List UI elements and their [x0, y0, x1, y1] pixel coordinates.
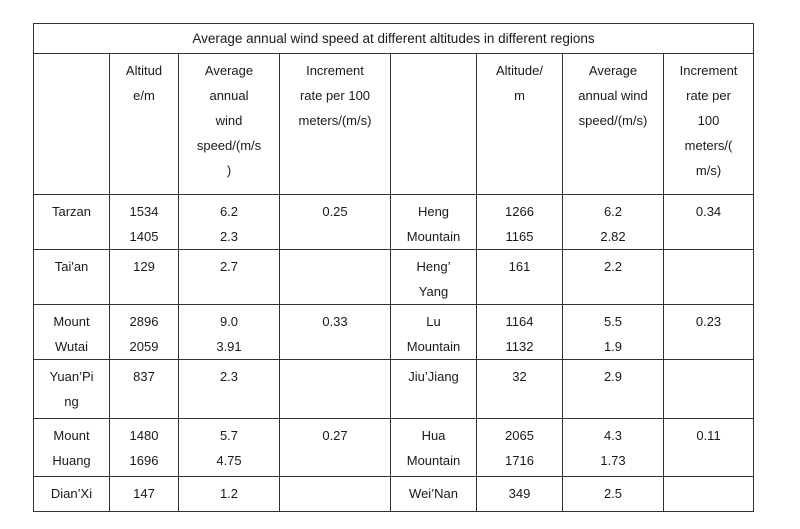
header-speed-left: Average annual wind speed/(m/s ) — [178, 53, 280, 195]
header-region-left — [33, 53, 110, 195]
table-row: Yuan’Pi ng 837 2.3 Jiu’Jiang 32 2.9 — [33, 359, 755, 419]
region-cell: Hua Mountain — [390, 418, 477, 477]
table-row: Tai'an 129 2.7 Heng’ Yang 161 2.2 — [33, 249, 755, 305]
speed-cell: 2.2 — [562, 249, 664, 305]
region-cell: Heng Mountain — [390, 194, 477, 250]
rate-cell — [662, 476, 755, 512]
header-rate-right: Increment rate per 100 meters/( m/s) — [662, 53, 755, 195]
region-cell: Lu Mountain — [390, 304, 477, 360]
table-row: Mount Huang 1480 1696 5.7 4.75 0.27 Hua Moun… — [33, 418, 755, 477]
table-title: Average annual wind speed at different a… — [32, 23, 755, 54]
region-cell: Wei’Nan — [390, 476, 477, 512]
header-row: Altitud e/m Average annual wind speed/(m… — [33, 53, 755, 195]
speed-cell: 9.0 3.91 — [178, 304, 280, 360]
wind-speed-table: Average annual wind speed at different a… — [32, 23, 755, 512]
speed-cell: 6.2 2.3 — [178, 194, 280, 250]
altitude-cell: 1480 1696 — [109, 418, 179, 477]
rate-cell: 0.11 — [662, 418, 755, 477]
altitude-cell: 161 — [476, 249, 563, 305]
altitude-cell: 837 — [109, 359, 179, 419]
table-row: Dian’Xi 147 1.2 Wei’Nan 349 2.5 — [33, 476, 755, 512]
speed-cell: 2.3 — [178, 359, 280, 419]
speed-cell: 2.9 — [562, 359, 664, 419]
speed-cell: 5.5 1.9 — [562, 304, 664, 360]
altitude-cell: 1164 1132 — [476, 304, 563, 360]
rate-cell: 0.34 — [662, 194, 755, 250]
speed-cell: 2.7 — [178, 249, 280, 305]
altitude-cell: 349 — [476, 476, 563, 512]
header-altitude-right: Altitude/ m — [476, 53, 563, 195]
rate-cell: 0.25 — [279, 194, 391, 250]
altitude-cell: 2896 2059 — [109, 304, 179, 360]
header-altitude-left: Altitud e/m — [109, 53, 179, 195]
header-region-right — [390, 53, 477, 195]
region-cell: Mount Huang — [33, 418, 110, 477]
table-row: Tarzan 1534 1405 6.2 2.3 0.25 Heng Mountain… — [33, 194, 755, 250]
rate-cell — [662, 359, 755, 419]
speed-cell: 6.2 2.82 — [562, 194, 664, 250]
altitude-cell: 129 — [109, 249, 179, 305]
rate-cell — [279, 249, 391, 305]
region-cell: Mount Wutai — [33, 304, 110, 360]
rate-cell — [279, 476, 391, 512]
region-cell: Jiu’Jiang — [390, 359, 477, 419]
altitude-cell: 1266 1165 — [476, 194, 563, 250]
rate-cell: 0.23 — [662, 304, 755, 360]
rate-cell: 0.27 — [279, 418, 391, 477]
region-cell: Tarzan — [33, 194, 110, 250]
speed-cell: 2.5 — [562, 476, 664, 512]
speed-cell: 5.7 4.75 — [178, 418, 280, 477]
rate-cell: 0.33 — [279, 304, 391, 360]
altitude-cell: 2065 1716 — [476, 418, 563, 477]
rate-cell — [662, 249, 755, 305]
header-rate-left: Increment rate per 100 meters/(m/s) — [279, 53, 391, 195]
header-speed-right: Average annual wind speed/(m/s) — [562, 53, 664, 195]
region-cell: Dian’Xi — [33, 476, 110, 512]
altitude-cell: 147 — [109, 476, 179, 512]
speed-cell: 1.2 — [178, 476, 280, 512]
altitude-cell: 32 — [476, 359, 563, 419]
region-cell: Yuan’Pi ng — [33, 359, 110, 419]
region-cell: Heng’ Yang — [390, 249, 477, 305]
speed-cell: 4.3 1.73 — [562, 418, 664, 477]
altitude-cell: 1534 1405 — [109, 194, 179, 250]
rate-cell — [279, 359, 391, 419]
region-cell: Tai'an — [33, 249, 110, 305]
table-row: Mount Wutai 2896 2059 9.0 3.91 0.33 Lu Mount… — [33, 304, 755, 360]
